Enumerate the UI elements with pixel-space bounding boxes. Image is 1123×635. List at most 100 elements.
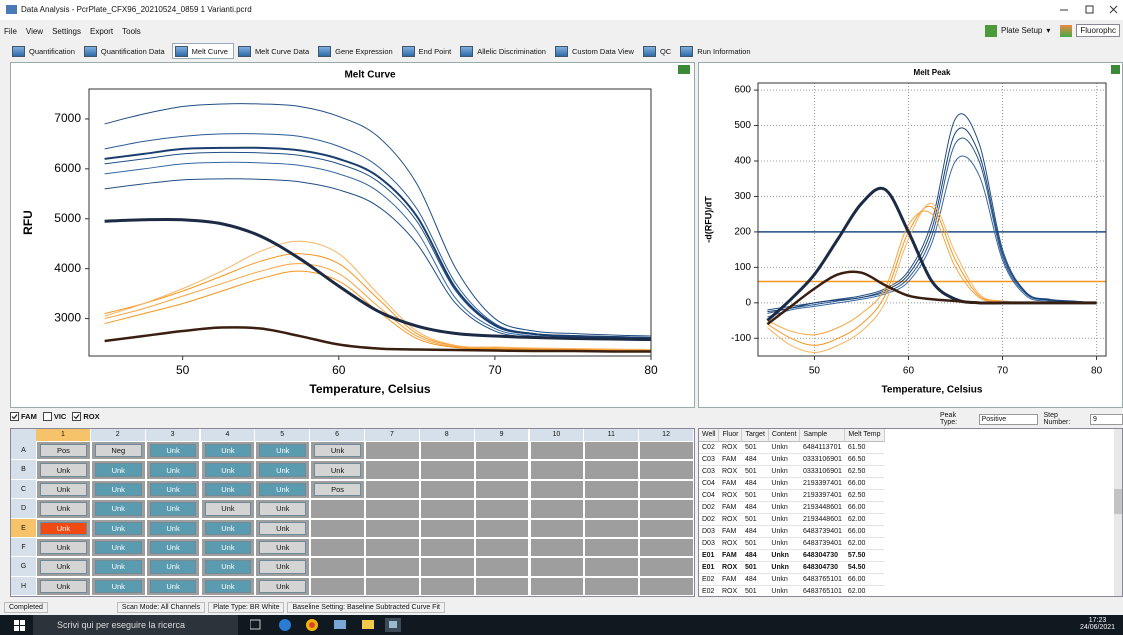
well[interactable]: [529, 460, 585, 480]
well[interactable]: [419, 518, 475, 538]
channel-option[interactable]: ROX: [72, 412, 100, 421]
column-header[interactable]: Target: [741, 429, 769, 441]
column-header[interactable]: Content: [768, 429, 801, 441]
well[interactable]: [365, 576, 420, 596]
column-header[interactable]: 8: [419, 429, 475, 441]
peak-type-dropdown[interactable]: Positive: [978, 413, 1039, 425]
well[interactable]: [310, 518, 365, 538]
well[interactable]: [529, 557, 585, 577]
well[interactable]: Pos: [310, 479, 365, 500]
well[interactable]: [529, 479, 585, 500]
well[interactable]: Pos: [36, 441, 91, 461]
table-row[interactable]: C03 ROX 501 Unkn 0333106901 62.50: [699, 465, 885, 477]
well[interactable]: [529, 518, 585, 538]
well[interactable]: [419, 441, 475, 461]
well[interactable]: [639, 557, 694, 577]
row-header[interactable]: C: [11, 479, 36, 500]
well[interactable]: [584, 460, 640, 480]
well[interactable]: [419, 499, 475, 519]
table-row[interactable]: E01 FAM 484 Unkn 648304730 57.50: [699, 549, 885, 561]
table-row[interactable]: C02 ROX 501 Unkn 6484113701 61.50: [699, 441, 885, 453]
row-header[interactable]: E: [11, 518, 36, 538]
fluorophore-dropdown[interactable]: Fluorophc: [1076, 24, 1120, 37]
well[interactable]: [310, 499, 365, 519]
column-header[interactable]: 1: [36, 429, 91, 441]
column-header[interactable]: Well: [699, 429, 720, 441]
well[interactable]: Unk: [36, 518, 91, 538]
well[interactable]: Unk: [255, 557, 311, 577]
well[interactable]: [474, 537, 530, 558]
tab[interactable]: Melt Curve: [171, 43, 234, 59]
column-header[interactable]: 9: [474, 429, 530, 441]
well[interactable]: Unk: [90, 499, 146, 519]
well[interactable]: [474, 441, 530, 461]
well[interactable]: [365, 518, 420, 538]
well[interactable]: Unk: [90, 479, 146, 500]
well[interactable]: [365, 460, 420, 480]
start-button[interactable]: [14, 620, 25, 631]
well[interactable]: Unk: [36, 557, 91, 577]
table-row[interactable]: D02 ROX 501 Unkn 2193448601 62.00: [699, 513, 885, 525]
well[interactable]: Unk: [200, 576, 256, 596]
well[interactable]: Unk: [255, 441, 311, 461]
well[interactable]: [474, 499, 530, 519]
well[interactable]: [419, 557, 475, 577]
table-row[interactable]: E02 FAM 484 Unkn 6483765101 66.00: [699, 573, 885, 585]
well[interactable]: Unk: [90, 537, 146, 558]
column-header[interactable]: 3: [145, 429, 201, 441]
well[interactable]: Unk: [310, 441, 365, 461]
well[interactable]: Unk: [200, 460, 256, 480]
well[interactable]: Unk: [200, 499, 256, 519]
well[interactable]: [529, 499, 585, 519]
scrollbar[interactable]: [1114, 429, 1122, 596]
well[interactable]: Unk: [36, 537, 91, 558]
well[interactable]: [474, 479, 530, 500]
column-header[interactable]: 12: [639, 429, 694, 441]
table-row[interactable]: C04 ROX 501 Unkn 2193397401 62.50: [699, 489, 885, 501]
column-header[interactable]: 4: [200, 429, 256, 441]
well[interactable]: [639, 441, 694, 461]
well[interactable]: Unk: [90, 460, 146, 480]
menu-item[interactable]: Export: [90, 27, 114, 36]
checkbox[interactable]: [10, 412, 19, 421]
checkbox[interactable]: [42, 412, 52, 421]
table-row[interactable]: E01 ROX 501 Unkn 648304730 54.50: [699, 561, 885, 573]
row-header[interactable]: G: [11, 557, 36, 577]
well[interactable]: [310, 576, 365, 596]
well[interactable]: [639, 576, 694, 596]
row-header[interactable]: A: [11, 441, 36, 461]
row-header[interactable]: B: [11, 460, 36, 480]
well[interactable]: [310, 557, 365, 577]
tab[interactable]: End Point: [400, 43, 457, 59]
well[interactable]: Unk: [145, 479, 201, 500]
well[interactable]: Unk: [36, 479, 91, 500]
well[interactable]: [584, 576, 640, 596]
well[interactable]: [365, 557, 420, 577]
well[interactable]: Unk: [36, 499, 91, 519]
well[interactable]: Unk: [36, 576, 91, 596]
tab[interactable]: Run Information: [678, 43, 755, 59]
tab[interactable]: Custom Data View: [553, 43, 639, 59]
well[interactable]: [584, 537, 640, 558]
well[interactable]: [529, 441, 585, 461]
plate-setup-button[interactable]: Plate Setup: [1001, 26, 1043, 35]
row-header[interactable]: H: [11, 576, 36, 596]
well[interactable]: [584, 441, 640, 461]
table-row[interactable]: C04 FAM 484 Unkn 2193397401 66.00: [699, 477, 885, 489]
well[interactable]: [419, 460, 475, 480]
well[interactable]: Unk: [255, 576, 311, 596]
column-header[interactable]: 2: [90, 429, 146, 441]
well[interactable]: Unk: [145, 441, 201, 461]
table-row[interactable]: D03 ROX 501 Unkn 6483739401 62.00: [699, 537, 885, 549]
column-header[interactable]: Sample: [799, 429, 846, 441]
well[interactable]: Unk: [200, 518, 256, 538]
well[interactable]: [639, 479, 694, 500]
column-header[interactable]: 5: [255, 429, 311, 441]
well[interactable]: [365, 479, 420, 500]
well[interactable]: [529, 576, 585, 596]
well[interactable]: Unk: [255, 499, 311, 519]
well[interactable]: [474, 518, 530, 538]
well[interactable]: Unk: [255, 460, 311, 480]
well[interactable]: [529, 537, 585, 558]
well[interactable]: [419, 576, 475, 596]
